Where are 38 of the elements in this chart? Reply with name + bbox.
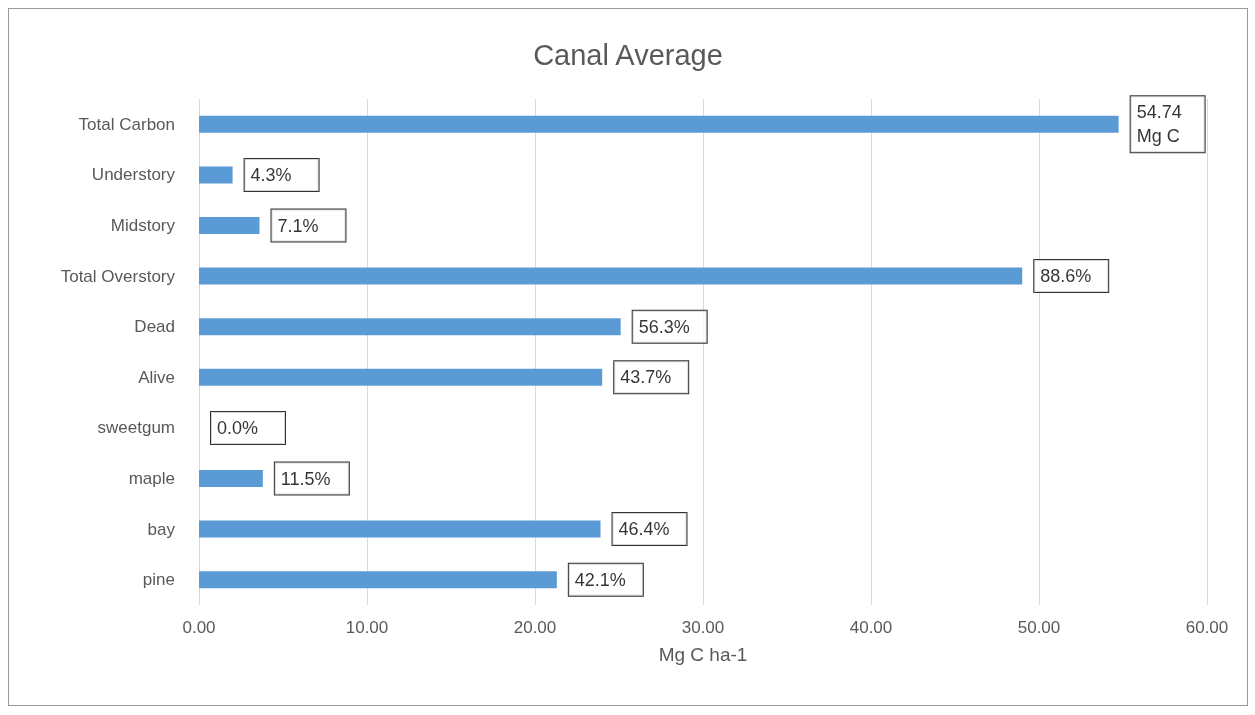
y-tick-label: Understory [91,165,176,185]
annotation: 43.7% [620,367,672,388]
x-tick-label: 20.00 [513,618,557,637]
bar [199,267,1023,285]
y-tick-label: Dead [134,317,175,337]
x-tick-label: 30.00 [681,618,725,637]
annotation: 11.5% [280,468,331,489]
y-tick-label: Total Carbon [78,114,175,134]
x-tick-label: 60.00 [1185,618,1229,637]
annotation: 56.3% [638,316,690,337]
x-tick-label: 50.00 [1017,618,1061,637]
annotation: 54.74 Mg C [1136,102,1187,147]
bar [199,217,260,234]
chart-title: Canal Average [533,38,723,71]
bar [199,571,557,589]
annotation: 7.1% [277,215,319,236]
bar [199,115,1119,133]
bar [199,520,601,538]
annotation: 42.1% [574,569,626,590]
annotation: 0.0% [217,417,259,438]
x-tick-label: 0.00 [182,618,216,637]
y-tick-label: sweetgum [97,418,175,438]
y-tick-label: Midstory [110,216,176,235]
bar [199,318,621,336]
y-tick-label: maple [128,469,175,488]
y-tick-label: Total Overstory [60,266,176,286]
annotation: 4.3% [250,164,292,185]
x-tick-label: 40.00 [849,618,893,637]
x-axis-title: Mg C ha-1 [658,644,748,665]
y-tick-label: Alive [138,367,175,387]
bar [199,166,233,184]
annotation: 46.4% [618,519,670,540]
x-tick-label: 10.00 [345,618,389,637]
bar [199,470,263,487]
y-tick-label: bay [147,519,176,539]
bar [199,368,603,386]
annotation: 88.6% [1040,266,1092,287]
y-tick-label: pine [142,570,175,590]
